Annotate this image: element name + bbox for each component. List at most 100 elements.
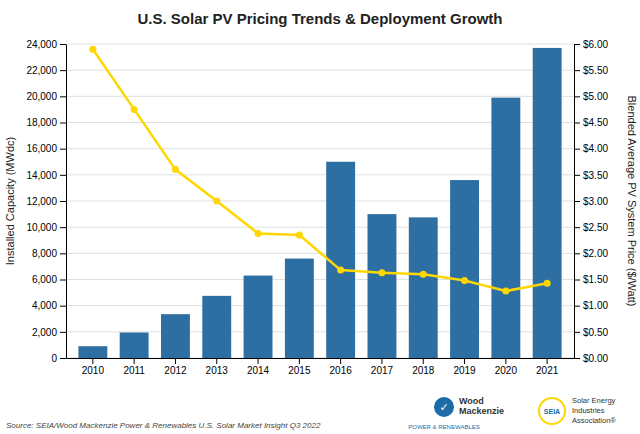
tick: 2014 [247,358,270,376]
point [461,277,468,284]
tick-label: $2.50 [583,222,608,233]
tick-mark [547,358,548,364]
point [89,46,96,53]
tick-mark [574,44,580,45]
y-axis: 02,0004,0006,0008,00010,00012,00014,0001… [26,39,66,364]
tick: $0.00 [574,353,608,364]
bar [244,276,273,358]
bar [161,314,190,358]
tick-mark [574,358,580,359]
logo-text: ✓ [439,401,448,413]
tick-label: $3.50 [583,170,608,181]
tick: 2,000 [32,327,66,338]
point [378,269,385,276]
tick: $2.50 [574,222,608,233]
tick-mark [340,358,341,364]
tick: 2017 [371,358,394,376]
tick-label: 8,000 [32,248,57,259]
grid-line [66,70,574,71]
tick-mark [464,358,465,364]
tick-mark [423,358,424,364]
tick: 2010 [82,358,105,376]
tick-mark [134,358,135,364]
point [544,280,551,287]
tick-mark [60,358,66,359]
tick: 22,000 [26,65,66,76]
tick-mark [175,358,176,364]
tick-label: $1.00 [583,300,608,311]
tick: $2.00 [574,248,608,259]
tick-mark [216,358,217,364]
tick-mark [60,70,66,71]
axis-line [66,45,67,359]
tick-label: 2018 [412,365,435,376]
tick: 24,000 [26,39,66,50]
title: U.S. Solar PV Pricing Trends & Deploymen… [137,10,502,27]
tick-label: 2017 [371,365,394,376]
tick: 2015 [288,358,311,376]
tick: 14,000 [26,170,66,181]
tick-label: 2019 [453,365,476,376]
axis-line [67,358,575,359]
tick-label: 2015 [288,365,311,376]
source: Source: SEIA/Wood Mackenzie Power & Rene… [6,421,321,430]
tick: $3.00 [574,196,608,207]
tick-label: $6.00 [583,39,608,50]
tick-label: 4,000 [32,300,57,311]
line-series [89,46,550,295]
tick-mark [60,96,66,97]
tick: 2011 [123,358,145,376]
tick: $0.50 [574,327,608,338]
tick-label: 22,000 [26,65,57,76]
point [172,166,179,173]
bar [202,296,231,358]
tick-label: 0 [51,353,57,364]
tick-label: $4.50 [583,117,608,128]
tick-mark [574,70,580,71]
tick-label: 2,000 [32,327,57,338]
y2-axis: $0.00 $0.50 $1.00 $1.50 $2.00 $2.50 $3.00 $3.50… [574,39,608,364]
tick: 10,000 [26,222,66,233]
line [93,49,547,291]
tick-label: 2021 [536,365,559,376]
tick: $6.00 [574,39,608,50]
tick-label: 2013 [206,365,229,376]
tick: 2018 [412,358,435,376]
tick-label: $4.00 [583,143,608,154]
bar-series [78,48,561,358]
logo-text: SEIA [544,408,560,415]
tick-mark [60,306,66,307]
tick: $1.50 [574,274,608,285]
tick-mark [60,123,66,124]
plot: 2010201120122013201420152016201720182019… [4,39,638,376]
bar [409,217,438,358]
logo-circle [539,398,565,424]
tick: 20,000 [26,91,66,102]
tick-mark [60,332,66,333]
tick-label: 10,000 [26,222,57,233]
tick: $5.00 [574,91,608,102]
tick-mark [574,96,580,97]
point [131,106,138,113]
tick-mark [574,280,580,281]
tick-mark [381,358,382,364]
chart: U.S. Solar PV Pricing Trends & Deploymen… [0,0,640,434]
point [420,271,427,278]
tick: $5.50 [574,65,608,76]
logo-circle [434,397,454,417]
tick: 4,000 [32,300,66,311]
tick: $3.50 [574,170,608,181]
tick: 2020 [495,358,518,376]
tick-mark [574,149,580,150]
tick-mark [574,123,580,124]
tick-label: 20,000 [26,91,57,102]
x-axis: 2010201120122013201420152016201720182019… [67,358,575,376]
tick-label: $2.00 [583,248,608,259]
tick-label: $3.00 [583,196,608,207]
tick-mark [574,306,580,307]
tick-mark [258,358,259,364]
tick-mark [60,44,66,45]
tick-label: 12,000 [26,196,57,207]
tick-label: $5.00 [583,91,608,102]
logo-text: Wood [459,396,484,406]
